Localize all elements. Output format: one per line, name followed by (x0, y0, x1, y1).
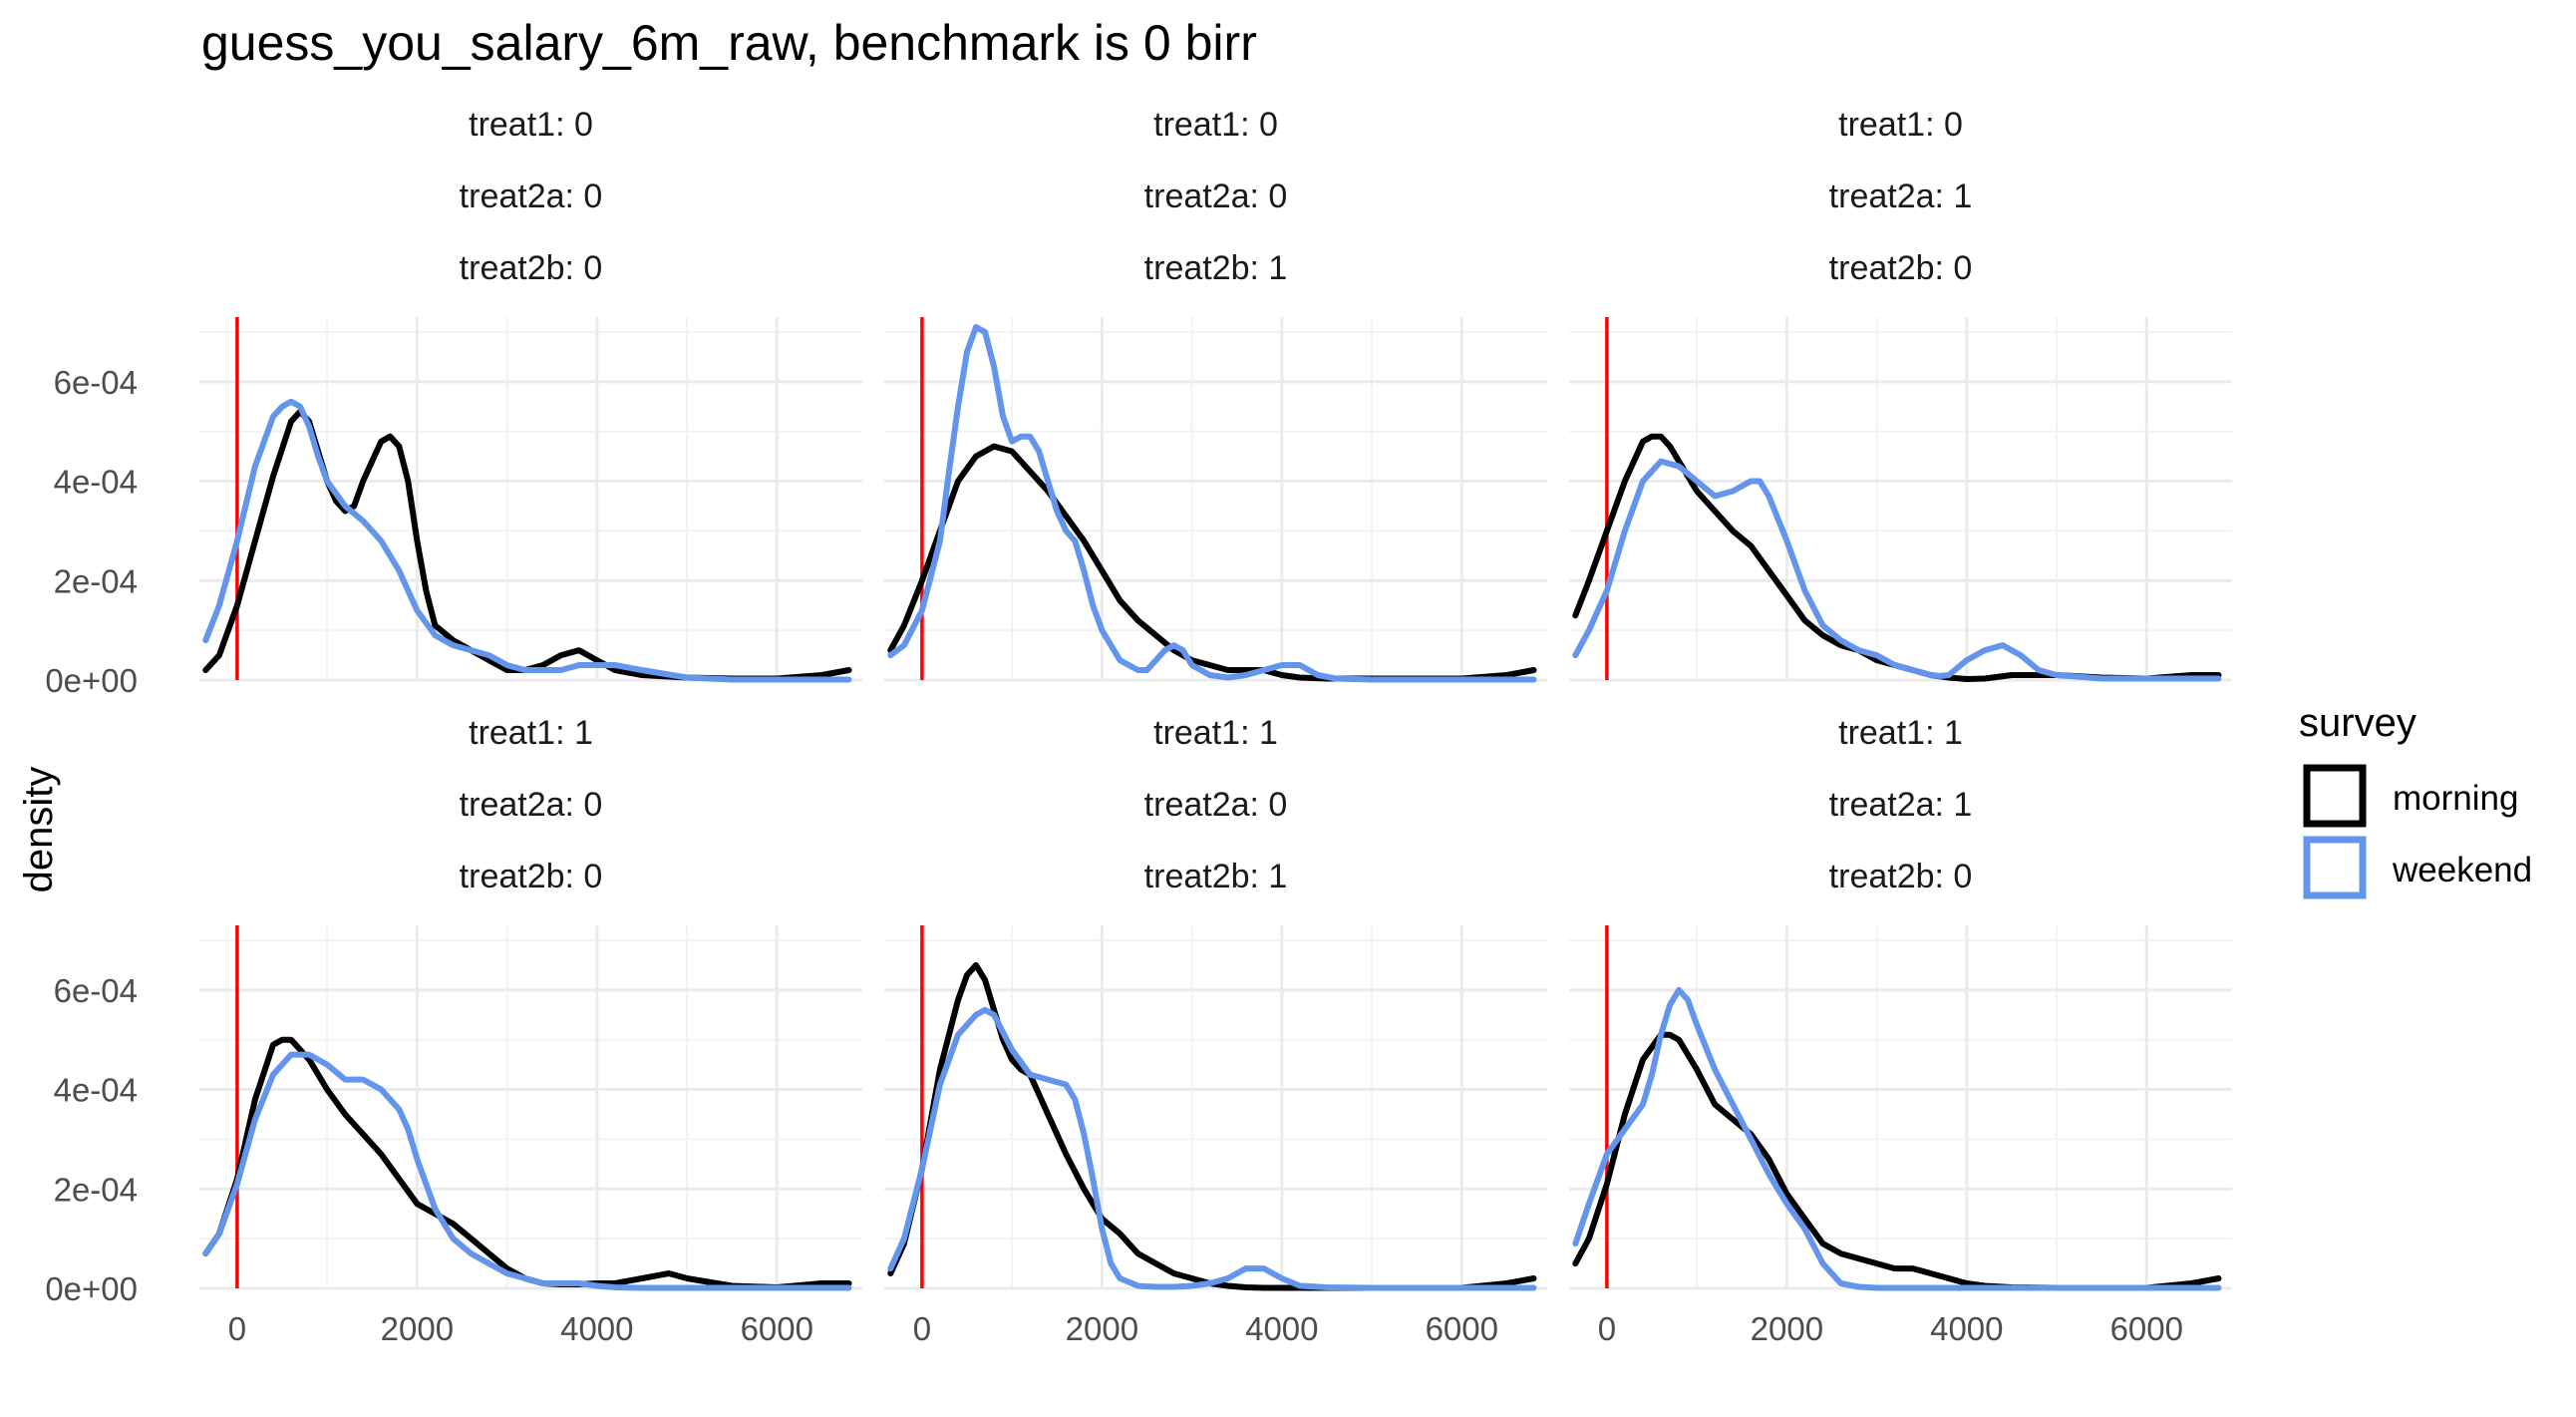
facet-strip-label: treat2b: 1 (1144, 858, 1288, 895)
facet-strip-label: treat2a: 0 (460, 786, 603, 824)
density-line-weekend (887, 1006, 1537, 1291)
y-tick-label: 6e-04 (54, 364, 138, 401)
facet-panel: treat1: 1 treat2a: 0 treat2b: 1 0 2000 4000 60… (884, 714, 1547, 1347)
facet-strip-label: treat2b: 0 (1829, 249, 1973, 287)
x-tick-label: 2000 (381, 1310, 454, 1347)
facet-strip-label: treat2b: 0 (460, 858, 603, 895)
y-tick-label: 6e-04 (54, 972, 138, 1009)
facet-strip-label: treat1: 1 (1153, 714, 1278, 752)
facet-strip-label: treat2b: 1 (1144, 249, 1288, 287)
facet-strip-label: treat2a: 0 (1144, 786, 1288, 824)
density-line-weekend (202, 398, 852, 683)
x-tick-label: 6000 (741, 1310, 813, 1347)
y-tick-label: 2e-04 (54, 1171, 138, 1208)
legend-label-morning: morning (2393, 779, 2518, 818)
chart-title: guess_you_salary_6m_raw, benchmark is 0 … (201, 15, 1257, 71)
facet-strip-label: treat2a: 0 (1144, 177, 1288, 215)
density-line-weekend (1572, 458, 2222, 682)
density-line-morning (1572, 1031, 2222, 1291)
y-tick-label: 4e-04 (54, 1072, 138, 1109)
legend: survey morning weekend (2299, 701, 2532, 899)
legend-key-morning (2303, 764, 2367, 828)
x-tick-label: 2000 (1066, 1310, 1138, 1347)
x-tick-label: 4000 (1930, 1310, 2003, 1347)
density-line-morning (202, 408, 852, 682)
facet-strip-label: treat1: 0 (1838, 106, 1963, 144)
facet-panel: treat1: 1 treat2a: 1 treat2b: 0 0 2000 4000 60… (1569, 714, 2232, 1347)
density-line-morning (1572, 433, 2222, 682)
legend-key-weekend (2303, 836, 2367, 899)
y-tick-label: 0e+00 (45, 1270, 138, 1307)
x-tick-label: 0 (228, 1310, 246, 1347)
density-line-weekend (202, 1051, 852, 1291)
y-tick-label: 0e+00 (45, 662, 138, 699)
y-tick-label: 4e-04 (54, 464, 138, 501)
facet-panels: treat1: 0 treat2a: 0 treat2b: 0 0e+00 2e-04 4… (45, 106, 2232, 1347)
legend-title: survey (2299, 701, 2416, 745)
density-line-morning (202, 1036, 852, 1290)
facet-panel: treat1: 0 treat2a: 0 treat2b: 1 (884, 106, 1547, 683)
facet-strip-label: treat1: 0 (1153, 106, 1278, 144)
facet-strip-label: treat2a: 0 (460, 177, 603, 215)
facet-strip-label: treat1: 1 (469, 714, 593, 752)
facet-strip-label: treat1: 1 (1838, 714, 1963, 752)
facet-strip-label: treat2b: 0 (1829, 858, 1973, 895)
density-line-weekend (887, 324, 1537, 683)
facet-panel: treat1: 0 treat2a: 0 treat2b: 0 0e+00 2e-04 4… (45, 106, 862, 699)
y-tick-label: 2e-04 (54, 562, 138, 599)
x-tick-label: 6000 (1426, 1310, 1498, 1347)
density-line-weekend (1572, 986, 2222, 1291)
legend-label-weekend: weekend (2392, 851, 2532, 889)
facet-panel: treat1: 1 treat2a: 0 treat2b: 0 0e+00 2e-04 4… (45, 714, 862, 1347)
y-axis-label: density (17, 767, 61, 893)
facet-strip-label: treat2a: 1 (1829, 177, 1973, 215)
facet-panel: treat1: 0 treat2a: 1 treat2b: 0 (1569, 106, 2232, 682)
x-tick-label: 0 (1598, 1310, 1616, 1347)
facet-strip-label: treat2a: 1 (1829, 786, 1973, 824)
x-tick-label: 6000 (2110, 1310, 2183, 1347)
x-tick-label: 2000 (1751, 1310, 1823, 1347)
x-tick-label: 4000 (1245, 1310, 1318, 1347)
facet-strip-label: treat2b: 0 (460, 249, 603, 287)
facet-strip-label: treat1: 0 (469, 106, 593, 144)
x-tick-label: 0 (913, 1310, 931, 1347)
x-tick-label: 4000 (560, 1310, 633, 1347)
